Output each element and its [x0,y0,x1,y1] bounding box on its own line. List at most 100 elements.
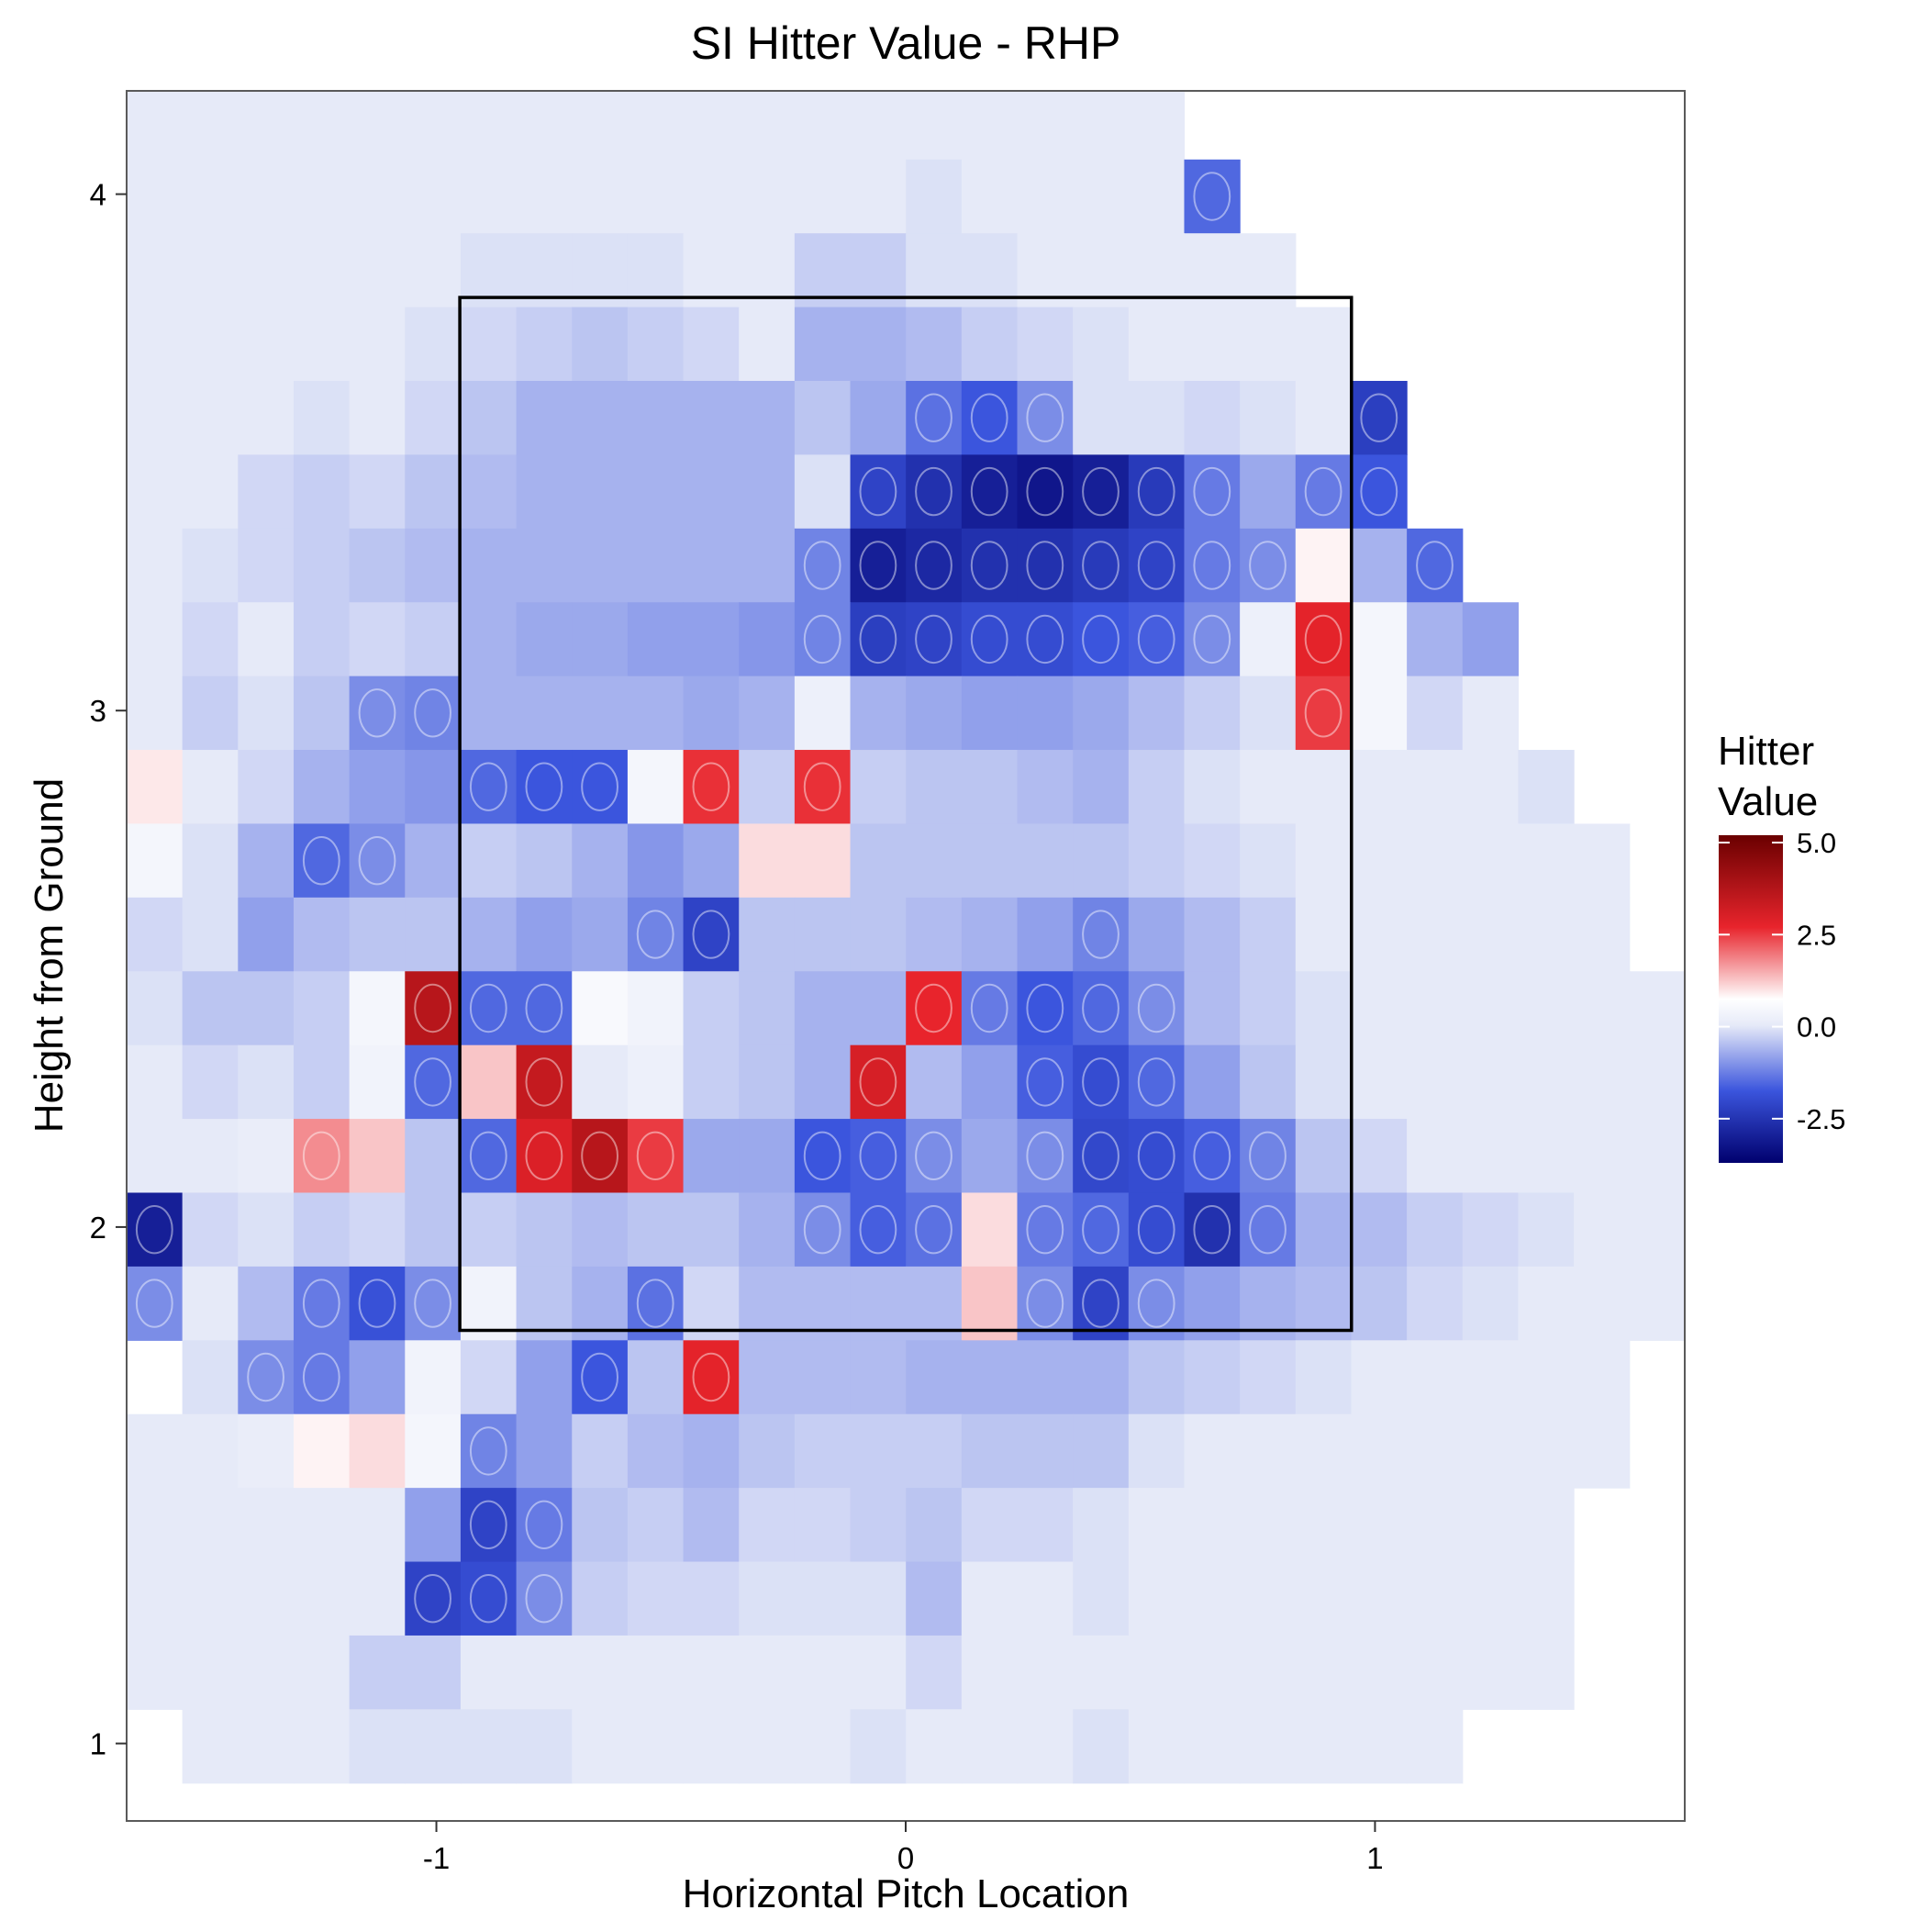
legend-ticks: 5.0 2.5 0.0 -2.5 [1719,827,1845,1135]
contour-line [915,614,952,664]
heatmap-cell [127,233,184,308]
contour-line [469,1500,507,1550]
heatmap-cell [349,1488,406,1563]
heatmap-cell [850,1340,907,1415]
heatmap-cell [405,91,462,161]
contour-line [358,1279,396,1328]
contour-line [414,983,452,1033]
heatmap-cell [850,676,907,751]
heatmap-cell [627,676,685,751]
heatmap-cell [739,971,796,1046]
heatmap-cell [906,971,963,1046]
heatmap-cell [516,454,573,530]
heatmap-cell [961,1561,1019,1636]
heatmap-cell [1073,91,1130,161]
contour-line [1249,541,1287,590]
heatmap-cell [794,971,852,1046]
heatmap-cell [683,233,740,308]
heatmap-cell [1128,1044,1186,1120]
heatmap-cell [127,897,184,972]
heatmap-cell [627,1119,685,1194]
heatmap-cell [739,454,796,530]
heatmap-cell [1128,676,1186,751]
heatmap-cell [1184,971,1241,1046]
contour-line [1137,541,1175,590]
heatmap-cell [238,1635,295,1710]
heatmap-cell [572,159,629,234]
heatmap-cell [182,1413,239,1489]
heatmap-cell [516,233,573,308]
heatmap-cell [1128,159,1186,234]
heatmap-cell [1462,750,1520,825]
heatmap-cell [572,1119,629,1194]
contour-line [803,1131,841,1181]
heatmap-cell [683,602,740,677]
heatmap-cell [1073,233,1130,308]
legend: Hitter Value 5.0 2.5 0.0 -2.5 [1718,729,1845,1163]
heatmap-cell [627,1413,685,1489]
heatmap-cell [572,91,629,161]
contour-line [302,1279,340,1328]
contour-line [414,1279,452,1328]
contour-line [636,1279,674,1328]
heatmap-cell [906,1266,963,1341]
heatmap-cell [739,1044,796,1120]
heatmap-cell [460,823,518,899]
heatmap-cell [1240,233,1297,308]
legend-tick-label: 5.0 [1797,827,1836,859]
contour-line [859,541,897,590]
heatmap-cell [1128,750,1186,825]
heatmap-cell [1629,1266,1686,1341]
heatmap-cell [794,91,852,161]
heatmap-cell [182,454,239,530]
heatmap-cell [516,1561,573,1636]
heatmap-cell [1407,1119,1464,1194]
heatmap-cell [850,1266,907,1341]
contour-line [1193,1205,1231,1255]
heatmap-cell [516,1266,573,1341]
heatmap-cell [1462,1340,1520,1415]
heatmap-cell [405,1119,462,1194]
heatmap-cell [906,233,963,308]
heatmap-cell [1073,1709,1130,1784]
heatmap-cell [460,750,518,825]
heatmap-cell [238,897,295,972]
heatmap-cell [349,1119,406,1194]
contour-line [525,983,563,1033]
heatmap-cell [906,823,963,899]
heatmap-cell [182,750,239,825]
heatmap-cell [1128,91,1186,161]
contour-line [135,1205,173,1255]
y-tick-label: 3 [90,694,106,728]
heatmap-cell [127,823,184,899]
heatmap-cell [238,159,295,234]
heatmap-cell [1351,1119,1408,1194]
x-axis-label: Horizontal Pitch Location [683,1871,1130,1916]
heatmap-cell [627,307,685,382]
heatmap-cell [238,1044,295,1120]
heatmap-cell [906,1044,963,1120]
heatmap-cell [739,1119,796,1194]
heatmap-cell [1407,971,1464,1046]
heatmap-cell [1017,750,1074,825]
heatmap-cell [906,454,963,530]
heatmap-cell [1073,1635,1130,1710]
heatmap-cell [1128,454,1186,530]
heatmap-cell [293,1488,351,1563]
heatmap-cell [293,528,351,603]
heatmap-cell [1184,823,1241,899]
heatmap-cell [961,823,1019,899]
heatmap-cell [1017,1709,1074,1784]
heatmap-cell [516,602,573,677]
heatmap-cells [127,91,1686,1784]
heatmap-cell [906,602,963,677]
legend-colorbar [1719,835,1783,1163]
heatmap-cell [1351,1340,1408,1415]
heatmap-cell [516,971,573,1046]
heatmap-cell [182,1561,239,1636]
heatmap-cell [238,307,295,382]
contour-line [1137,983,1175,1033]
contour-line [1193,614,1231,664]
heatmap-cell [627,1340,685,1415]
heatmap-cell [1407,528,1464,603]
